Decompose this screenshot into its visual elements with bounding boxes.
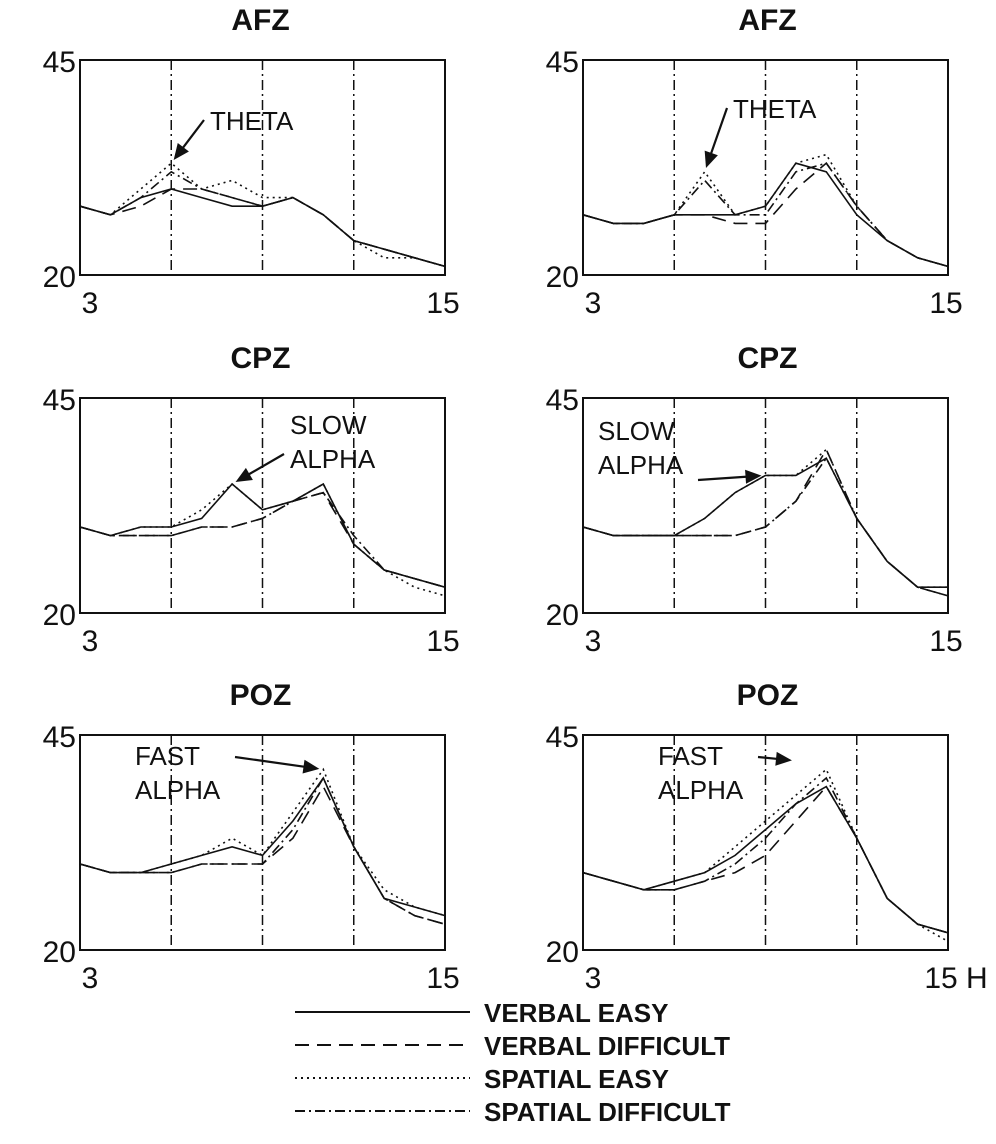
arrow-head [302,759,320,774]
series-line-spatial-difficult [582,456,949,597]
x-tick-max: 15 [929,287,962,320]
x-tick-min: 3 [585,962,602,995]
y-tick-max: 45 [43,384,76,417]
x-tick-min: 3 [585,625,602,658]
x-tick-min: 3 [82,625,99,658]
x-tick-min: 3 [82,287,99,320]
legend-label: VERBAL EASY [484,998,668,1028]
series-line-spatial-difficult [79,491,446,588]
annotation-label: FAST [658,741,723,771]
annotation-arrow [245,453,285,477]
panel-cpz-left: CPZ 45 203 15 SLOW ALPHA [43,342,460,658]
legend-label: SPATIAL DIFFICULT [484,1097,731,1127]
series-line-spatial-difficult [582,776,949,934]
series-line-verbal-difficult [582,162,949,268]
annotation-label: ALPHA [658,775,744,805]
panel-title: CPZ [738,342,798,375]
annotation-label: ALPHA [290,444,376,474]
annotation-label: FAST [135,741,200,771]
series-line-spatial-difficult [79,170,446,268]
y-tick-max: 45 [546,721,579,754]
panel-poz-left: POZ 45 203 15 FAST ALPHA [43,679,460,995]
arrow-head [704,150,718,169]
x-tick-max: 15 [426,625,459,658]
panel-afz-left: AFZ 45 203 15 THETA [43,4,460,320]
panel-title: POZ [737,679,799,712]
annotation-label: ALPHA [598,450,684,480]
annotation-label: SLOW [290,410,367,440]
x-tick-min: 3 [585,287,602,320]
y-tick-min: 20 [43,599,76,632]
arrow-head [173,143,189,161]
panel-title: CPZ [231,342,291,375]
x-tick-min: 3 [82,962,99,995]
annotation-arrow [697,475,750,482]
y-tick-max: 45 [43,721,76,754]
panel-title: AFZ [231,4,289,37]
x-tick-max: 15 [929,625,962,658]
annotation-label: SLOW [598,416,675,446]
annotation-arrow [708,107,729,158]
x-tick-max: 15 [426,287,459,320]
arrow-head [235,467,253,482]
panel-cpz-right: CPZ 45 203 15 SLOW ALPHA [546,342,963,658]
y-tick-min: 20 [546,261,579,294]
panel-title: AFZ [738,4,796,37]
series-line-spatial-difficult [79,776,446,925]
panel-poz-right: POZ 45 203 15 H FAST ALPHA [546,679,988,995]
y-tick-min: 20 [546,599,579,632]
y-tick-min: 20 [546,936,579,969]
legend-label: VERBAL DIFFICULT [484,1031,730,1061]
annotation-arrow [234,755,308,769]
annotation-label: THETA [210,106,294,136]
x-tick-max: 15 H [924,962,987,995]
y-tick-min: 20 [43,261,76,294]
annotation-arrow [180,119,205,152]
annotation-label: ALPHA [135,775,221,805]
panel-afz-right: AFZ 45 203 15 THETA [546,4,963,320]
legend-label: SPATIAL EASY [484,1064,669,1094]
panel-title: POZ [230,679,292,712]
y-tick-min: 20 [43,936,76,969]
y-tick-max: 45 [43,46,76,79]
arrow-head [745,469,762,484]
annotation-label: THETA [733,94,817,124]
y-tick-max: 45 [546,46,579,79]
arrow-head [775,751,792,766]
x-tick-max: 15 [426,962,459,995]
series-line-spatial-easy [79,162,446,268]
y-tick-max: 45 [546,384,579,417]
series-line-spatial-difficult [582,162,949,268]
